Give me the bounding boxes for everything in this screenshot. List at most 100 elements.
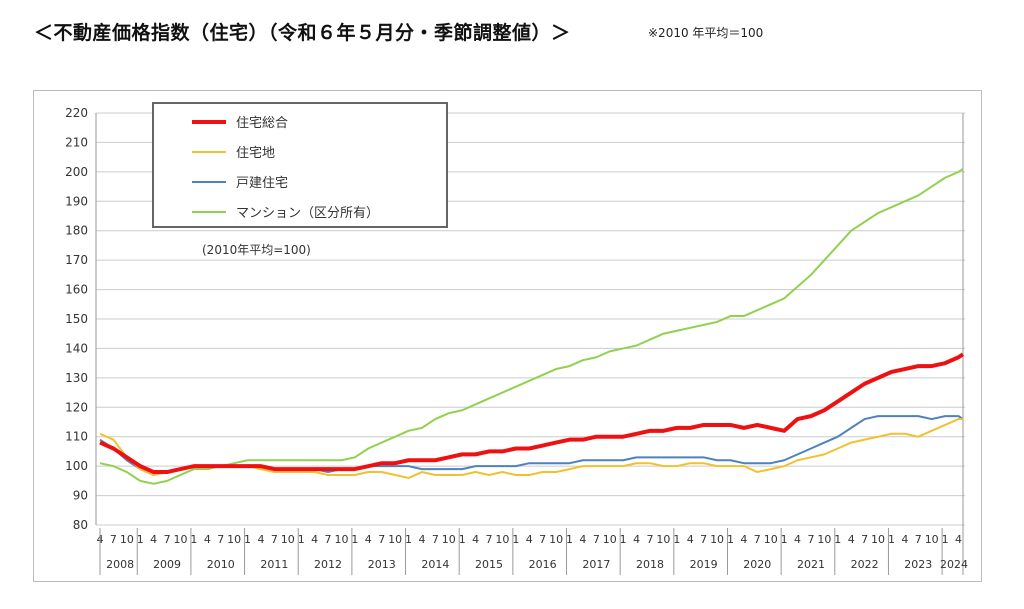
page-title: ＜不動産価格指数（住宅）（令和６年５月分・季節調整値）＞ bbox=[34, 22, 571, 44]
x-month-tick-label: 1 bbox=[190, 533, 197, 546]
legend-label: 住宅地 bbox=[236, 146, 275, 161]
y-tick-label: 80 bbox=[73, 518, 88, 532]
x-month-tick-label: 4 bbox=[150, 533, 157, 546]
x-month-tick-label: 10 bbox=[925, 533, 939, 546]
x-month-tick-label: 10 bbox=[710, 533, 724, 546]
x-month-tick-label: 1 bbox=[298, 533, 305, 546]
x-month-tick-label: 10 bbox=[388, 533, 402, 546]
x-month-tick-label: 4 bbox=[257, 533, 264, 546]
x-year-label: 2022 bbox=[851, 558, 879, 571]
legend-label: 住宅総合 bbox=[236, 116, 288, 131]
y-tick-label: 210 bbox=[65, 135, 88, 149]
x-month-tick-label: 4 bbox=[365, 533, 372, 546]
x-month-tick-label: 7 bbox=[486, 533, 493, 546]
x-month-tick-label: 4 bbox=[633, 533, 640, 546]
y-tick-label: 200 bbox=[65, 165, 88, 179]
x-year-label: 2016 bbox=[529, 558, 557, 571]
x-month-tick-label: 1 bbox=[137, 533, 144, 546]
y-tick-label: 100 bbox=[65, 459, 88, 473]
x-month-tick-label: 1 bbox=[673, 533, 680, 546]
y-tick-label: 220 bbox=[65, 106, 88, 120]
x-month-tick-label: 7 bbox=[593, 533, 600, 546]
x-month-tick-label: 7 bbox=[325, 533, 332, 546]
x-month-tick-label: 4 bbox=[204, 533, 211, 546]
x-month-tick-label: 10 bbox=[871, 533, 885, 546]
x-year-label: 2008 bbox=[106, 558, 134, 571]
x-month-tick-label: 4 bbox=[579, 533, 586, 546]
x-month-tick-label: 7 bbox=[915, 533, 922, 546]
x-month-tick-label: 10 bbox=[495, 533, 509, 546]
x-month-tick-label: 4 bbox=[526, 533, 533, 546]
x-month-tick-label: 7 bbox=[432, 533, 439, 546]
x-month-tick-label: 10 bbox=[817, 533, 831, 546]
x-month-tick-label: 4 bbox=[687, 533, 694, 546]
x-year-label: 2018 bbox=[636, 558, 664, 571]
y-tick-label: 110 bbox=[65, 430, 88, 444]
x-month-tick-label: 7 bbox=[378, 533, 385, 546]
x-month-tick-label: 1 bbox=[620, 533, 627, 546]
x-month-tick-label: 1 bbox=[405, 533, 412, 546]
x-month-tick-label: 10 bbox=[442, 533, 456, 546]
x-month-tick-label: 4 bbox=[472, 533, 479, 546]
base-note: ※2010 年平均＝100 bbox=[648, 26, 764, 40]
x-month-tick-label: 7 bbox=[861, 533, 868, 546]
y-tick-label: 160 bbox=[65, 283, 88, 297]
x-year-label: 2011 bbox=[260, 558, 288, 571]
x-year-label: 2024 bbox=[940, 558, 968, 571]
x-year-label: 2010 bbox=[207, 558, 235, 571]
x-year-label: 2012 bbox=[314, 558, 342, 571]
x-month-tick-label: 10 bbox=[334, 533, 348, 546]
x-year-label: 2015 bbox=[475, 558, 503, 571]
y-tick-label: 150 bbox=[65, 312, 88, 326]
x-month-tick-label: 10 bbox=[227, 533, 241, 546]
x-month-tick-label: 4 bbox=[418, 533, 425, 546]
x-month-tick-label: 7 bbox=[539, 533, 546, 546]
x-year-label: 2019 bbox=[690, 558, 718, 571]
x-month-tick-label: 4 bbox=[848, 533, 855, 546]
x-month-tick-label: 7 bbox=[271, 533, 278, 546]
x-month-tick-label: 1 bbox=[566, 533, 573, 546]
y-tick-label: 130 bbox=[65, 371, 88, 385]
x-month-tick-label: 10 bbox=[656, 533, 670, 546]
y-tick-label: 190 bbox=[65, 194, 88, 208]
x-month-tick-label: 4 bbox=[794, 533, 801, 546]
x-month-tick-label: 4 bbox=[955, 533, 962, 546]
y-tick-label: 170 bbox=[65, 253, 88, 267]
x-month-tick-label: 7 bbox=[700, 533, 707, 546]
x-month-tick-label: 4 bbox=[311, 533, 318, 546]
x-year-label: 2017 bbox=[582, 558, 610, 571]
x-month-tick-label: 7 bbox=[217, 533, 224, 546]
y-tick-label: 90 bbox=[73, 489, 88, 503]
x-month-tick-label: 7 bbox=[164, 533, 171, 546]
x-year-label: 2014 bbox=[421, 558, 449, 571]
x-month-tick-label: 1 bbox=[888, 533, 895, 546]
y-tick-label: 140 bbox=[65, 341, 88, 355]
x-month-tick-label: 10 bbox=[603, 533, 617, 546]
y-tick-label: 180 bbox=[65, 224, 88, 238]
x-month-tick-label: 1 bbox=[351, 533, 358, 546]
x-month-tick-label: 7 bbox=[807, 533, 814, 546]
legend-label: マンション（区分所有） bbox=[236, 206, 379, 221]
x-month-tick-label: 10 bbox=[120, 533, 134, 546]
inner-note: (2010年平均=100) bbox=[202, 243, 311, 257]
x-month-tick-label: 1 bbox=[244, 533, 251, 546]
y-tick-label: 120 bbox=[65, 400, 88, 414]
x-year-label: 2009 bbox=[153, 558, 181, 571]
x-month-tick-label: 4 bbox=[740, 533, 747, 546]
x-month-tick-label: 10 bbox=[549, 533, 563, 546]
x-month-tick-label: 7 bbox=[754, 533, 761, 546]
x-year-label: 2013 bbox=[368, 558, 396, 571]
x-year-label: 2021 bbox=[797, 558, 825, 571]
x-month-tick-label: 10 bbox=[173, 533, 187, 546]
x-month-tick-label: 1 bbox=[834, 533, 841, 546]
x-month-tick-label: 7 bbox=[110, 533, 117, 546]
x-month-tick-label: 7 bbox=[646, 533, 653, 546]
x-month-tick-label: 1 bbox=[459, 533, 466, 546]
x-year-label: 2023 bbox=[904, 558, 932, 571]
x-month-tick-label: 1 bbox=[942, 533, 949, 546]
x-month-tick-label: 1 bbox=[727, 533, 734, 546]
x-month-tick-label: 1 bbox=[781, 533, 788, 546]
x-month-tick-label: 10 bbox=[764, 533, 778, 546]
